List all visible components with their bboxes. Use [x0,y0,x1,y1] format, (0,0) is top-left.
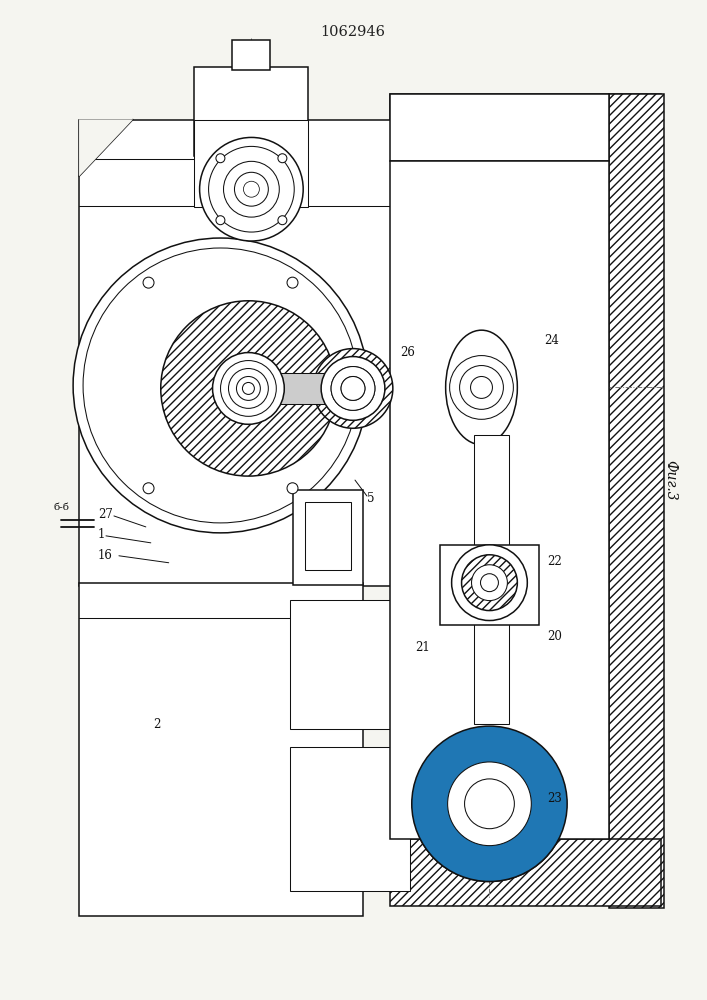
Circle shape [462,555,518,611]
Polygon shape [250,373,351,404]
Circle shape [143,483,154,494]
Circle shape [83,248,358,523]
Circle shape [160,301,336,476]
Text: 2: 2 [153,718,160,731]
Circle shape [411,726,567,881]
Circle shape [341,376,365,400]
Text: Фиг.3: Фиг.3 [664,460,678,500]
Circle shape [199,137,303,241]
Text: 1062946: 1062946 [320,25,385,39]
Text: 22: 22 [547,555,562,568]
Text: 21: 21 [415,641,430,654]
Circle shape [228,369,269,408]
Text: 5: 5 [367,492,375,505]
Circle shape [209,146,294,232]
Circle shape [313,349,393,428]
Bar [462,689,520,724]
Bar [291,600,410,729]
Circle shape [213,353,284,424]
Polygon shape [79,120,133,176]
Bar [79,120,393,586]
Circle shape [235,172,269,206]
Circle shape [450,356,513,419]
Bar [291,747,410,891]
Circle shape [243,382,255,394]
Text: 23: 23 [547,792,562,805]
Bar [390,94,609,161]
Bar [462,435,520,470]
Bar [390,161,609,839]
Circle shape [448,762,531,846]
Circle shape [331,367,375,410]
Bar [305,502,351,570]
Ellipse shape [427,310,537,465]
Circle shape [471,376,493,398]
Circle shape [236,376,260,400]
Text: 1: 1 [98,528,105,541]
Text: 20: 20 [547,630,562,643]
Circle shape [223,161,279,217]
Circle shape [472,565,508,601]
Circle shape [464,779,515,829]
Circle shape [411,726,567,881]
Circle shape [481,574,498,592]
Bar [474,435,509,724]
Circle shape [341,376,365,400]
Bar [293,490,363,585]
Text: 27: 27 [98,508,113,521]
Circle shape [143,277,154,288]
Circle shape [278,154,287,163]
Circle shape [216,216,225,225]
Circle shape [452,545,527,621]
Circle shape [331,367,375,410]
Circle shape [243,181,259,197]
Circle shape [460,366,503,409]
Circle shape [321,357,385,420]
Text: б-б: б-б [53,503,69,512]
Text: 26: 26 [400,346,415,359]
Circle shape [287,483,298,494]
Text: 24: 24 [544,334,559,347]
Bar [194,67,308,156]
Bar [233,40,270,70]
Circle shape [216,154,225,163]
Bar [390,94,661,161]
Bar [462,435,520,724]
Circle shape [287,277,298,288]
Bar [609,94,664,908]
Bar [79,583,363,916]
Bar [194,120,308,207]
Circle shape [221,361,276,416]
Bar [390,839,661,906]
Ellipse shape [445,330,518,445]
Text: 16: 16 [98,549,113,562]
Circle shape [278,216,287,225]
Circle shape [73,238,368,533]
Bar [440,545,539,625]
